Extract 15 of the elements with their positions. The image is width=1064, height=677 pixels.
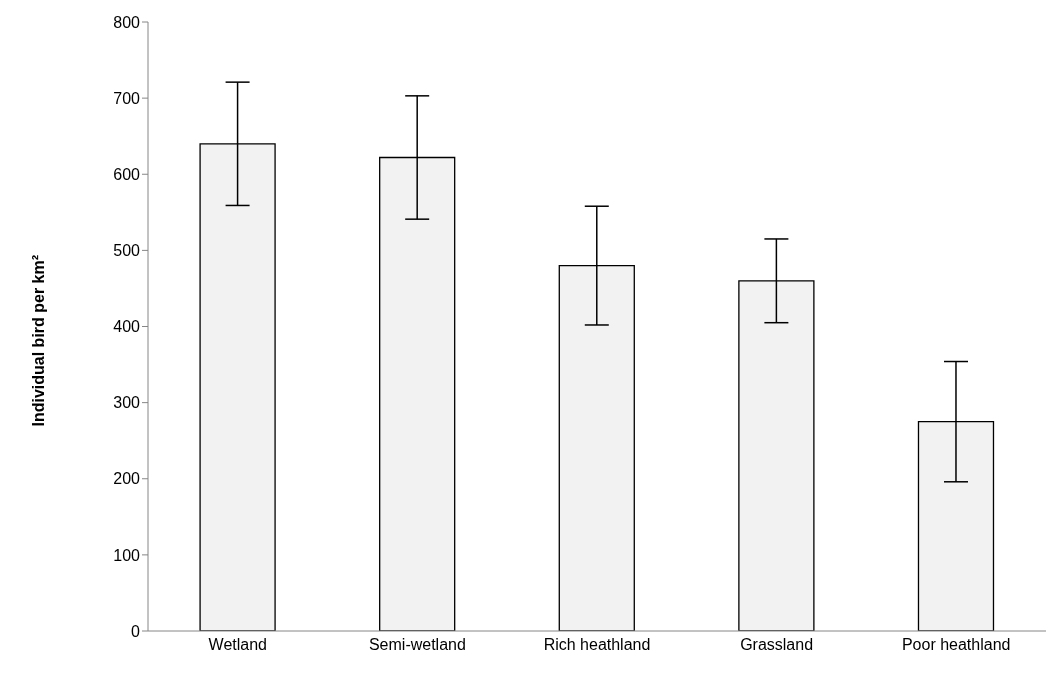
x-tick-label: Grassland (740, 636, 814, 654)
x-tick-label: Wetland (208, 636, 267, 654)
x-tick-label: Poor heathland (901, 636, 1011, 654)
y-tick-label: 300 (113, 394, 141, 412)
y-tick-label: 800 (113, 13, 141, 31)
y-tick-label: 0 (131, 622, 141, 640)
y-tick-label: 100 (113, 546, 141, 564)
y-tick-label: 700 (113, 89, 141, 107)
y-tick-label: 500 (113, 242, 141, 260)
y-tick-label: 400 (113, 318, 141, 336)
x-tick-label: Semi-wetland (368, 636, 466, 654)
y-tick-label: 200 (113, 470, 141, 488)
y-tick-label: 600 (113, 165, 141, 183)
y-axis-title: Individual bird per km² (29, 254, 47, 427)
x-tick-label: Rich heathland (543, 636, 651, 654)
